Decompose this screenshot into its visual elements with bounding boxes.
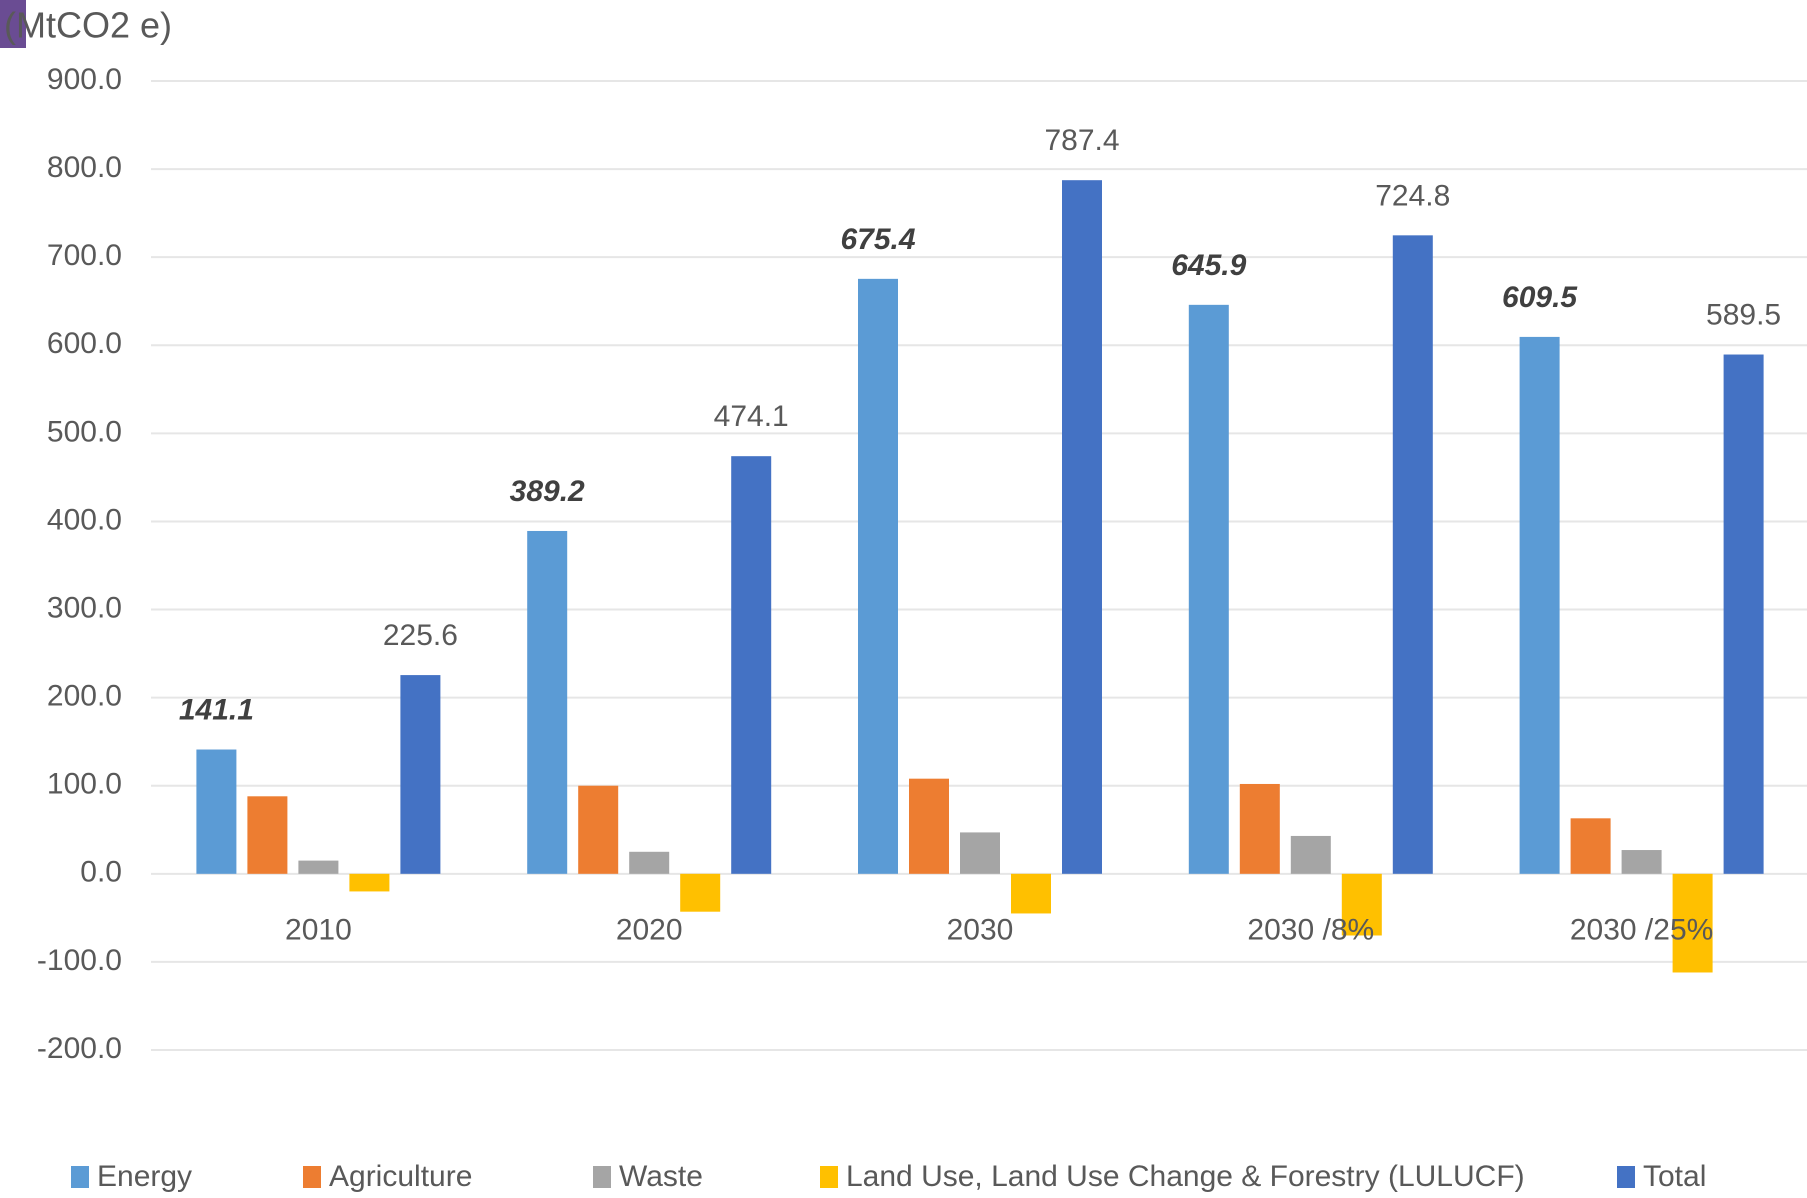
legend-swatch: [820, 1166, 838, 1188]
bar: [400, 675, 441, 874]
x-tick-label: 2010: [285, 914, 352, 947]
data-label: 645.9: [1171, 249, 1246, 282]
bar: [1290, 835, 1331, 874]
x-tick-label: 2030 /25%: [1570, 914, 1713, 947]
legend-swatch: [1617, 1166, 1635, 1188]
y-tick-label: 0.0: [80, 856, 122, 889]
bar: [731, 456, 772, 874]
legend-label: Agriculture: [329, 1160, 472, 1193]
data-label: 589.5: [1706, 298, 1781, 331]
x-tick-label: 2020: [616, 914, 683, 947]
bar: [629, 851, 670, 874]
bar: [1062, 180, 1102, 874]
bar: [1621, 850, 1662, 874]
data-label: 675.4: [840, 223, 915, 256]
bar: [1341, 873, 1382, 936]
bar: [196, 749, 237, 874]
bar: [527, 530, 568, 874]
x-tick-label: 2030 /8%: [1247, 914, 1374, 947]
y-tick-label: 600.0: [47, 327, 122, 360]
bar: [1239, 783, 1280, 874]
y-tick-label: -100.0: [37, 944, 122, 977]
bar: [680, 873, 721, 912]
bar: [1672, 873, 1713, 973]
bar: [960, 832, 1000, 874]
legend-label: Energy: [97, 1160, 192, 1193]
y-axis-label: (MtCO2 e): [4, 5, 172, 46]
data-label: 724.8: [1375, 179, 1450, 212]
legend-label: Total: [1643, 1160, 1706, 1193]
y-tick-label: 300.0: [47, 591, 122, 624]
legend-label: Land Use, Land Use Change & Forestry (LU…: [846, 1160, 1525, 1193]
bar: [247, 796, 288, 874]
y-tick-label: 900.0: [47, 63, 122, 96]
corner-decoration: [0, 0, 26, 48]
data-label: 787.4: [1044, 124, 1119, 157]
data-label: 389.2: [510, 475, 585, 508]
legend-swatch: [71, 1166, 89, 1188]
bar: [858, 278, 898, 874]
legend-swatch: [593, 1166, 611, 1188]
y-tick-label: 500.0: [47, 415, 122, 448]
legend-swatch: [303, 1166, 321, 1188]
bar: [349, 873, 390, 892]
data-label: 609.5: [1502, 281, 1578, 314]
y-tick-label: 700.0: [47, 239, 122, 272]
data-label: 225.6: [383, 619, 458, 652]
bar: [1519, 336, 1560, 874]
y-tick-label: 100.0: [47, 768, 122, 801]
bar: [578, 785, 619, 874]
bar: [1011, 873, 1051, 914]
bar: [1723, 354, 1764, 874]
data-label: 141.1: [179, 693, 254, 726]
y-tick-label: -200.0: [37, 1032, 122, 1065]
legend-label: Waste: [619, 1160, 703, 1193]
bar: [1392, 235, 1433, 874]
data-label: 474.1: [714, 400, 789, 433]
bar: [298, 860, 339, 874]
bar: [1570, 818, 1611, 874]
y-tick-label: 200.0: [47, 680, 122, 713]
bar: [909, 778, 949, 874]
bar: [1188, 304, 1229, 874]
y-tick-label: 800.0: [47, 151, 122, 184]
x-tick-label: 2030: [947, 914, 1014, 947]
y-tick-label: 400.0: [47, 503, 122, 536]
